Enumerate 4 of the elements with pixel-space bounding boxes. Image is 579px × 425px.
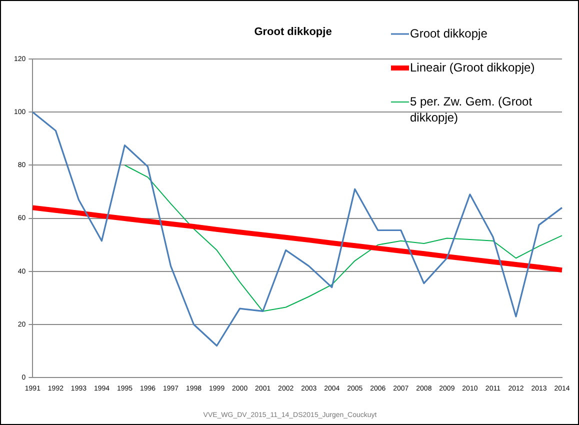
legend-label: Groot dikkopje <box>410 26 488 40</box>
legend-label: 5 per. Zw. Gem. (Groot dikkopje) <box>410 94 533 124</box>
legend-label: Lineair (Groot dikkopje) <box>410 60 535 74</box>
chart-title: Groot dikkopje <box>254 26 332 38</box>
